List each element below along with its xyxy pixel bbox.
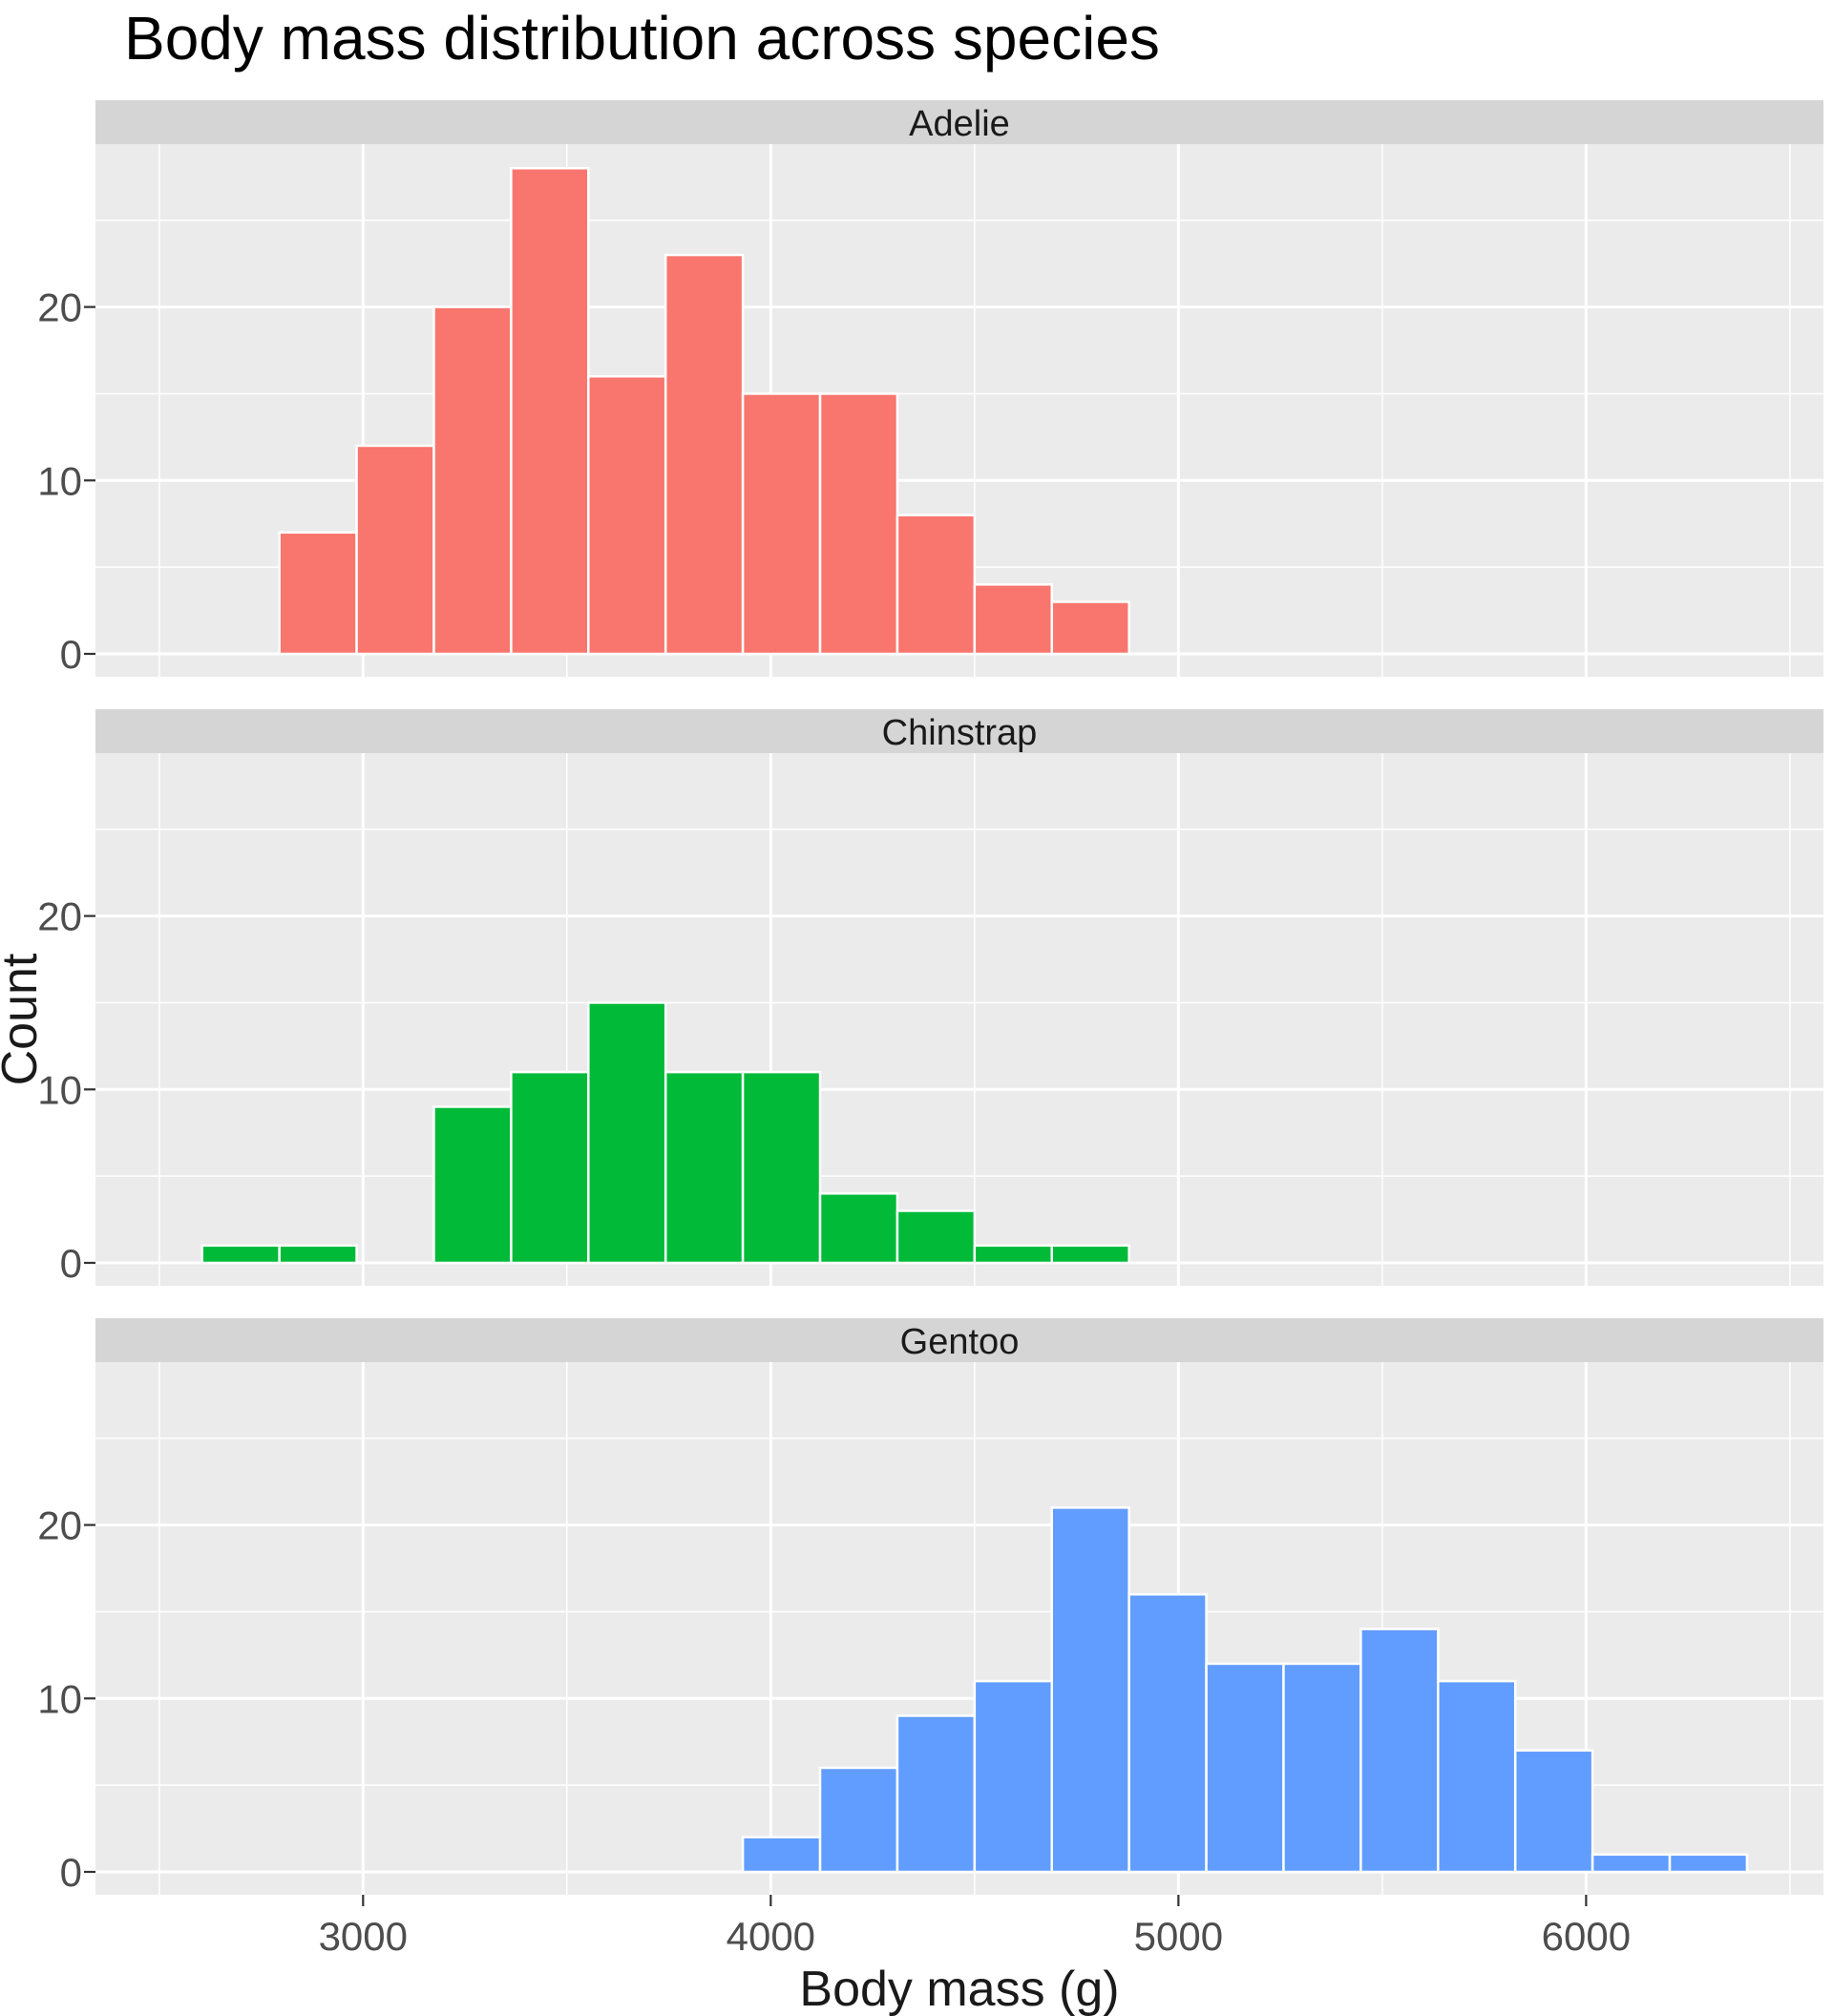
histogram-bar: [741, 1836, 822, 1874]
y-tick-label: 0: [60, 1850, 82, 1895]
histogram-bar: [1050, 600, 1130, 656]
histogram-bar: [1127, 1593, 1208, 1874]
y-tick-label: 20: [37, 1503, 82, 1548]
x-tick-label: 4000: [727, 1914, 815, 1959]
histogram-bar: [818, 1192, 899, 1265]
y-tick-label: 0: [60, 632, 82, 677]
histogram-bar: [432, 1105, 513, 1265]
histogram-bar: [741, 392, 822, 656]
histogram-bar: [973, 583, 1054, 656]
histogram-bar: [1359, 1628, 1440, 1874]
y-tick-label: 20: [37, 894, 82, 939]
y-tick-label: 0: [60, 1241, 82, 1286]
histogram-bar: [818, 1766, 899, 1874]
histogram-bar: [355, 444, 435, 656]
histogram-bar: [200, 1244, 281, 1265]
x-axis-title: Body mass (g): [799, 1962, 1119, 2016]
facet-strip-adelie: [95, 100, 1823, 144]
y-axis-title: Count: [0, 953, 48, 1085]
histogram-bar: [895, 514, 977, 656]
histogram-bar: [510, 1070, 590, 1265]
histogram-bar: [895, 1714, 977, 1874]
facet-strip-gentoo: [95, 1318, 1823, 1362]
histogram-bar: [664, 1070, 745, 1265]
histogram-bar: [1050, 1244, 1130, 1265]
histogram-bar: [432, 305, 513, 656]
y-tick-label: 20: [37, 285, 82, 330]
histogram-bar: [973, 1244, 1054, 1265]
histogram-bar: [895, 1209, 977, 1265]
facet-strip-chinstrap: [95, 709, 1823, 753]
histogram-bar: [1205, 1662, 1285, 1874]
histogram-bar: [1668, 1853, 1749, 1874]
chart-title: Body mass distribution across species: [124, 4, 1160, 73]
panel-chinstrap: [95, 753, 1823, 1286]
histogram-bar: [1591, 1853, 1672, 1874]
histogram-bar: [1513, 1749, 1594, 1874]
x-tick-label: 5000: [1134, 1914, 1223, 1959]
y-tick-label: 10: [37, 1676, 82, 1721]
histogram-bar: [818, 392, 899, 656]
histogram-bar: [278, 531, 358, 656]
strip-label-adelie: Adelie: [909, 104, 1010, 144]
histogram-bar: [1282, 1662, 1362, 1874]
histogram-bar: [587, 375, 667, 656]
histogram-bar: [510, 166, 590, 656]
x-tick-label: 6000: [1542, 1914, 1631, 1959]
y-tick-label: 10: [37, 1067, 82, 1112]
x-tick-label: 3000: [319, 1914, 408, 1959]
histogram-bar: [1050, 1506, 1130, 1874]
histogram-bar: [278, 1244, 358, 1265]
histogram-bar: [741, 1070, 822, 1265]
histogram-bar: [1437, 1679, 1517, 1874]
strip-label-gentoo: Gentoo: [900, 1322, 1020, 1362]
histogram-bar: [664, 253, 745, 656]
histogram-bar: [973, 1679, 1054, 1874]
strip-label-chinstrap: Chinstrap: [882, 713, 1038, 753]
histogram-bar: [587, 1001, 667, 1265]
y-tick-label: 10: [37, 458, 82, 503]
